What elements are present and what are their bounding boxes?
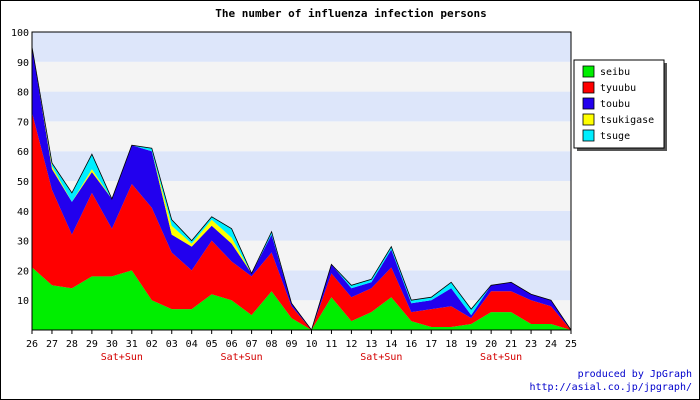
- x-tick-label: 20: [485, 339, 497, 350]
- y-tick-label: 40: [17, 207, 29, 218]
- area-seibu: [32, 267, 571, 330]
- y-tick-label: 10: [17, 296, 29, 307]
- grid-band: [32, 151, 571, 181]
- x-tick-label: 02: [146, 339, 158, 350]
- x-tick-label: 04: [186, 339, 198, 350]
- x-tick-label: 30: [106, 339, 118, 350]
- x-tick-label: 08: [266, 339, 278, 350]
- x-tick-label: 31: [126, 339, 138, 350]
- weekend-label: Sat+Sun: [360, 352, 402, 363]
- x-tick-label: 26: [26, 339, 38, 350]
- grid-band: [32, 121, 571, 152]
- y-tick-label: 90: [17, 58, 29, 69]
- x-tick-label: 27: [46, 339, 58, 350]
- area-toubu: [32, 46, 571, 331]
- x-tick-label: 07: [246, 339, 258, 350]
- y-tick-label: 60: [17, 147, 29, 158]
- legend-label-tsuge: tsuge: [600, 131, 630, 142]
- x-tick-label: 16: [405, 339, 417, 350]
- weekend-label: Sat+Sun: [480, 352, 522, 363]
- total-outline: [31, 46, 572, 331]
- grid-band: [32, 91, 571, 122]
- stacked-areas: [31, 46, 572, 331]
- y-tick-label: 80: [17, 88, 29, 99]
- x-tick-label: 24: [545, 339, 557, 350]
- x-tick-label: 05: [206, 339, 218, 350]
- x-tick-label: 11: [325, 339, 337, 350]
- x-tick-label: 18: [445, 339, 457, 350]
- y-tick-label: 30: [17, 237, 29, 248]
- x-tick-label: 23: [525, 339, 537, 350]
- x-tick-label: 17: [425, 339, 437, 350]
- chart-title: The number of influenza infection person…: [215, 7, 487, 20]
- x-tick-label: 28: [66, 339, 78, 350]
- legend: seibu tyuubu toubu tsukigase tsuge: [573, 59, 667, 151]
- x-tick-label: 29: [86, 339, 98, 350]
- x-tick-label: 09: [285, 339, 297, 350]
- y-tick-label: 100: [11, 28, 29, 39]
- legend-swatch-tsuge: [582, 129, 595, 142]
- x-tick-label: 25: [565, 339, 577, 350]
- weekend-label: Sat+Sun: [221, 352, 263, 363]
- grid-band: [32, 61, 571, 92]
- grid-band: [32, 32, 571, 62]
- y-axis: 10 20 30 40 50 60 70 80 90 100: [11, 28, 29, 307]
- x-tick-label: 19: [465, 339, 477, 350]
- legend-label-seibu: seibu: [600, 67, 630, 78]
- plot-border: [31, 31, 572, 331]
- legend-swatch-toubu: [582, 97, 595, 110]
- x-tick-label: 06: [226, 339, 238, 350]
- credit-line-1: produced by JpGraph: [578, 369, 692, 380]
- y-tick-label: 70: [17, 117, 29, 128]
- legend-label-tyuubu: tyuubu: [600, 83, 636, 94]
- x-tick-label: 13: [365, 339, 377, 350]
- x-tick-label: 10: [305, 339, 317, 350]
- x-tick-label: 14: [385, 339, 397, 350]
- x-tick-label: 12: [345, 339, 357, 350]
- x-axis: 26 27 28 29 30 31 02 03 04 05 06 07 08 09 10 11 12 13 14 16…: [26, 330, 577, 363]
- weekend-label: Sat+Sun: [101, 352, 143, 363]
- x-tick-label: 21: [505, 339, 517, 350]
- area-tyuubu: [32, 112, 571, 330]
- legend-swatch-tsukigase: [582, 113, 595, 126]
- legend-label-tsukigase: tsukigase: [600, 115, 654, 126]
- y-tick-label: 50: [17, 177, 29, 188]
- credit-line-2: http://asial.co.jp/jpgraph/: [529, 382, 692, 393]
- legend-swatch-tyuubu: [582, 81, 595, 94]
- legend-label-toubu: toubu: [600, 99, 630, 110]
- y-tick-label: 20: [17, 266, 29, 277]
- x-tick-label: 03: [166, 339, 178, 350]
- legend-swatch-seibu: [582, 65, 595, 78]
